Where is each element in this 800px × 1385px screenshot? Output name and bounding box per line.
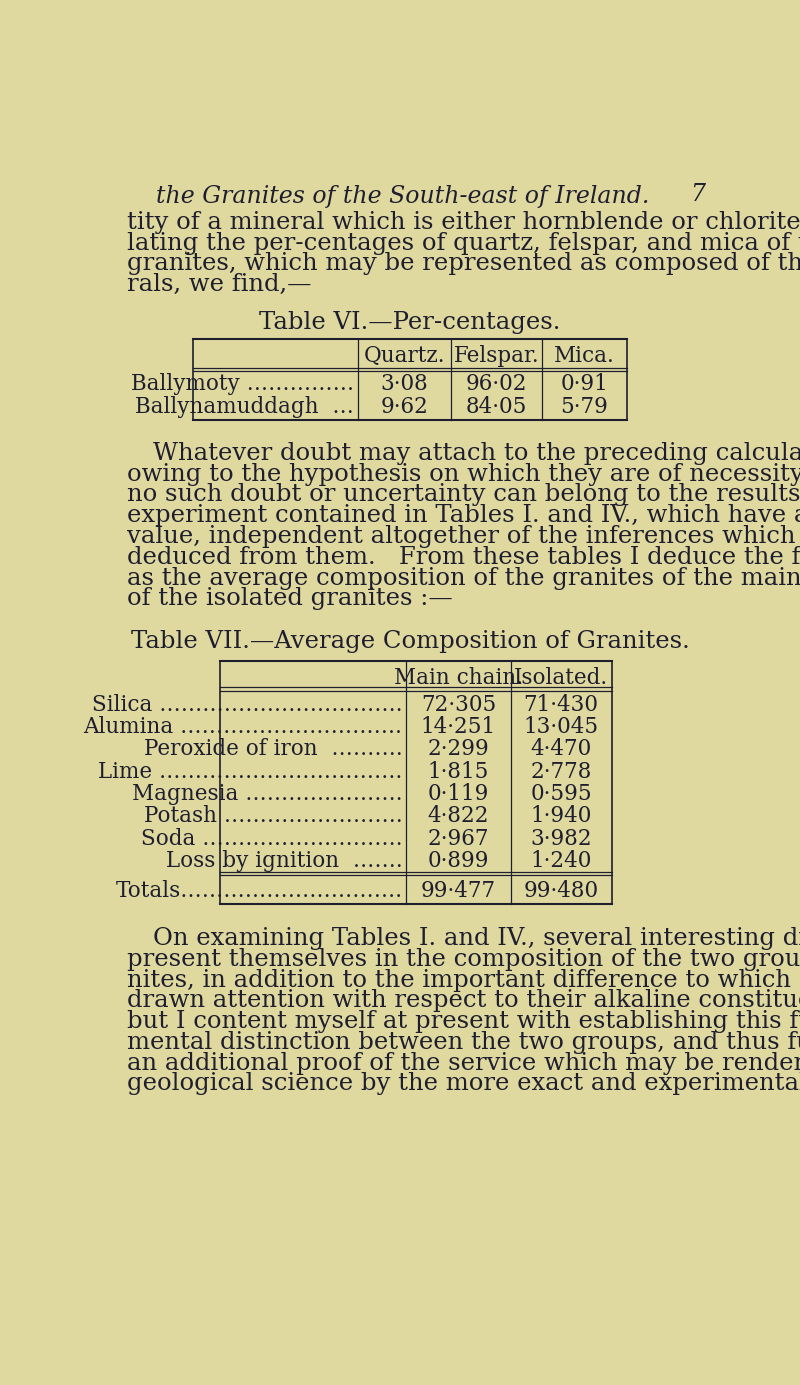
Text: Magnesia ………………….: Magnesia ………………….	[132, 783, 402, 805]
Text: 3·08: 3·08	[381, 374, 429, 395]
Text: present themselves in the composition of the two groups of gra-: present themselves in the composition of…	[127, 947, 800, 971]
Text: deduced from them.   From these tables I deduce the following: deduced from them. From these tables I d…	[127, 546, 800, 569]
Text: Quartz.: Quartz.	[364, 345, 446, 367]
Text: 1·240: 1·240	[530, 850, 592, 873]
Text: 7: 7	[690, 183, 706, 206]
Text: owing to the hypothesis on which they are of necessity founded,: owing to the hypothesis on which they ar…	[127, 463, 800, 486]
Text: geological science by the more exact and experimental sciences.: geological science by the more exact and…	[127, 1072, 800, 1096]
Text: 3·982: 3·982	[530, 828, 592, 849]
Text: no such doubt or uncertainty can belong to the results of direct: no such doubt or uncertainty can belong …	[127, 483, 800, 507]
Text: 96·02: 96·02	[466, 374, 527, 395]
Text: of the isolated granites :—: of the isolated granites :—	[127, 587, 453, 611]
Text: Alumina ………………………….: Alumina ………………………….	[83, 716, 402, 738]
Text: Soda ……………………….: Soda ……………………….	[141, 828, 402, 849]
Text: 9·62: 9·62	[381, 396, 429, 418]
Text: nites, in addition to the important difference to which I have: nites, in addition to the important diff…	[127, 968, 800, 992]
Text: Mica.: Mica.	[554, 345, 614, 367]
Text: granites, which may be represented as composed of these mine-: granites, which may be represented as co…	[127, 252, 800, 276]
Text: 4·822: 4·822	[428, 805, 489, 827]
Text: Felspar.: Felspar.	[454, 345, 539, 367]
Text: Ballynamuddagh  …: Ballynamuddagh …	[135, 396, 354, 418]
Text: 0·119: 0·119	[428, 783, 489, 805]
Text: 5·79: 5·79	[561, 396, 608, 418]
Text: as the average composition of the granites of the main chain and: as the average composition of the granit…	[127, 566, 800, 590]
Text: 84·05: 84·05	[466, 396, 527, 418]
Text: Peroxide of iron  ……….: Peroxide of iron ……….	[144, 738, 402, 760]
Text: tity of a mineral which is either hornblende or chlorite.   Calcu-: tity of a mineral which is either hornbl…	[127, 211, 800, 234]
Text: Lime …………………………….: Lime …………………………….	[98, 760, 402, 783]
Text: rals, we find,—: rals, we find,—	[127, 273, 312, 296]
Text: Main chain.: Main chain.	[394, 666, 523, 688]
Text: 2·967: 2·967	[428, 828, 489, 849]
Text: 0·899: 0·899	[428, 850, 489, 873]
Text: Potash …………………….: Potash …………………….	[144, 805, 402, 827]
Text: 14·251: 14·251	[421, 716, 496, 738]
Text: experiment contained in Tables I. and IV., which have a positive: experiment contained in Tables I. and IV…	[127, 504, 800, 528]
Text: 71·430: 71·430	[524, 694, 598, 716]
Text: mental distinction between the two groups, and thus furnishing: mental distinction between the two group…	[127, 1030, 800, 1054]
Text: Silica …………………………….: Silica …………………………….	[92, 694, 402, 716]
Text: drawn attention with respect to their alkaline constituents;: drawn attention with respect to their al…	[127, 989, 800, 1012]
Text: value, independent altogether of the inferences which may be: value, independent altogether of the inf…	[127, 525, 800, 548]
Text: 1·940: 1·940	[530, 805, 592, 827]
Text: the Granites of the South-east of Ireland.: the Granites of the South-east of Irelan…	[155, 186, 649, 209]
Text: 0·91: 0·91	[561, 374, 608, 395]
Text: Isolated.: Isolated.	[514, 666, 608, 688]
Text: lating the per-centages of quartz, felspar, and mica of the two: lating the per-centages of quartz, felsp…	[127, 231, 800, 255]
Text: 72·305: 72·305	[421, 694, 496, 716]
Text: Ballymoty ……………: Ballymoty ……………	[131, 374, 354, 395]
Text: 4·470: 4·470	[530, 738, 592, 760]
Text: 0·595: 0·595	[530, 783, 592, 805]
Text: Table VI.—Per-centages.: Table VI.—Per-centages.	[259, 312, 561, 334]
Text: Whatever doubt may attach to the preceding calculations,: Whatever doubt may attach to the precedi…	[153, 442, 800, 465]
Text: 13·045: 13·045	[523, 716, 598, 738]
Text: but I content myself at present with establishing this funda-: but I content myself at present with est…	[127, 1010, 800, 1033]
Text: 99·480: 99·480	[523, 879, 598, 902]
Text: 2·299: 2·299	[427, 738, 490, 760]
Text: 2·778: 2·778	[530, 760, 592, 783]
Text: On examining Tables I. and IV., several interesting differences: On examining Tables I. and IV., several …	[153, 927, 800, 950]
Text: 99·477: 99·477	[421, 879, 496, 902]
Text: Table VII.—Average Composition of Granites.: Table VII.—Average Composition of Granit…	[130, 630, 690, 652]
Text: an additional proof of the service which may be rendered to: an additional proof of the service which…	[127, 1051, 800, 1075]
Text: Totals………………………….: Totals………………………….	[115, 879, 402, 902]
Text: Loss by ignition  …….: Loss by ignition …….	[166, 850, 402, 873]
Text: 1·815: 1·815	[428, 760, 489, 783]
